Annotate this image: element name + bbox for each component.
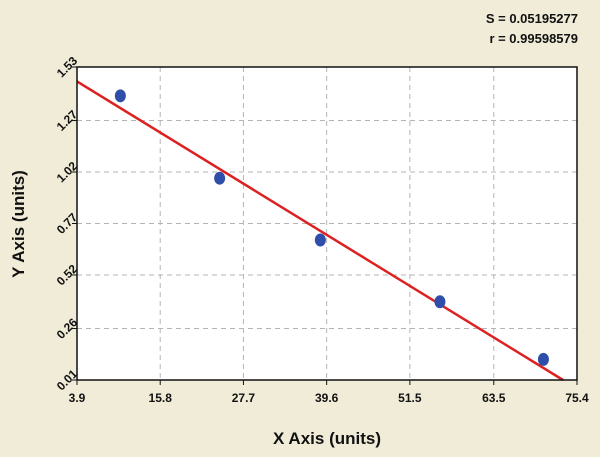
data-points xyxy=(114,89,549,366)
x-tick-label: 27.7 xyxy=(232,391,256,405)
s-statistic: S = 0.05195277 xyxy=(486,11,578,26)
data-point xyxy=(434,295,446,309)
y-axis-label: Y Axis (units) xyxy=(9,170,28,278)
stats-box: S = 0.05195277 r = 0.99598579 xyxy=(486,11,578,46)
x-tick-label: 63.5 xyxy=(482,391,506,405)
x-tick-label: 3.9 xyxy=(69,391,86,405)
data-point xyxy=(314,233,326,247)
plot-border xyxy=(76,66,578,381)
x-axis-label: X Axis (units) xyxy=(273,429,381,448)
data-point xyxy=(537,352,549,366)
x-tick-label: 39.6 xyxy=(315,391,339,405)
data-point xyxy=(114,89,126,103)
grid xyxy=(77,67,577,380)
x-tick-label: 75.4 xyxy=(565,391,589,405)
x-tick-label: 15.8 xyxy=(149,391,173,405)
fit-line-layer xyxy=(76,80,564,382)
data-point xyxy=(214,171,226,185)
fit-line xyxy=(76,80,564,382)
x-tick-label: 51.5 xyxy=(398,391,422,405)
r-statistic: r = 0.99598579 xyxy=(489,31,578,46)
